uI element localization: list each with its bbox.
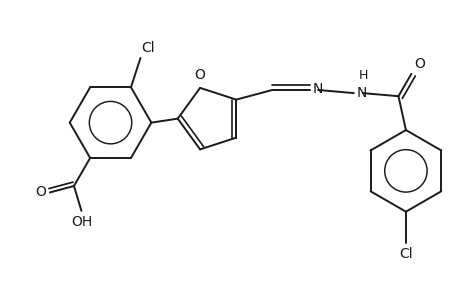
Text: Cl: Cl <box>398 247 412 260</box>
Text: H: H <box>358 69 368 82</box>
Text: Cl: Cl <box>141 41 155 55</box>
Text: N: N <box>356 85 366 100</box>
Text: O: O <box>414 57 424 71</box>
Text: OH: OH <box>71 215 92 229</box>
Text: N: N <box>312 82 322 97</box>
Text: O: O <box>35 185 46 200</box>
Text: O: O <box>194 68 205 82</box>
